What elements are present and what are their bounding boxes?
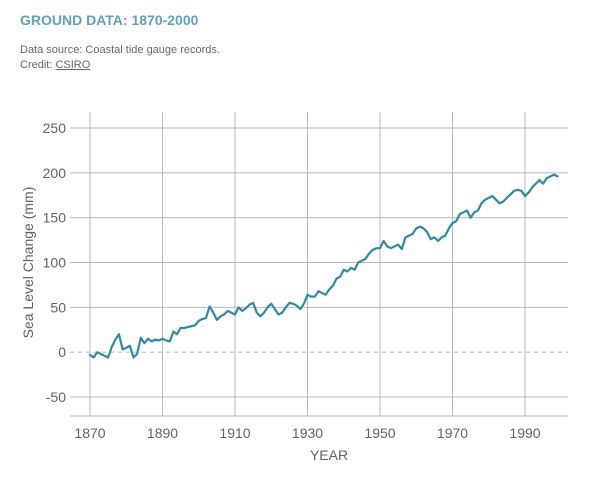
y-tick-label: 100 — [43, 255, 67, 271]
y-tick-label: -50 — [46, 389, 66, 405]
y-axis-label: Sea Level Change (mm) — [20, 187, 36, 339]
y-tick-label: 0 — [58, 344, 66, 360]
chart-title: GROUND DATA: 1870-2000 — [20, 12, 199, 28]
tick-labels: 250 200 150 100 50 0 -50 1870 1890 1910 1930 1950 19… — [43, 120, 541, 441]
data-source-note: Data source: Coastal tide gauge records. — [20, 44, 220, 56]
credit-line: Credit: CSIRO — [20, 59, 90, 71]
series — [88, 173, 559, 359]
x-tick-label: 1910 — [219, 425, 250, 441]
grid — [70, 112, 568, 417]
x-tick-label: 1890 — [147, 425, 178, 441]
x-tick-label: 1950 — [364, 425, 395, 441]
y-tick-label: 50 — [50, 299, 66, 315]
y-tick-label: 200 — [43, 165, 67, 181]
x-tick-label: 1970 — [437, 425, 468, 441]
credit-prefix: Credit: — [20, 59, 56, 71]
x-tick-label: 1930 — [292, 425, 323, 441]
x-axis-label: YEAR — [310, 447, 348, 463]
credit-link[interactable]: CSIRO — [55, 59, 91, 71]
y-tick-label: 250 — [43, 120, 67, 136]
x-tick-label: 1990 — [509, 425, 540, 441]
y-tick-label: 150 — [43, 210, 67, 226]
x-tick-label: 1870 — [74, 425, 105, 441]
series-line — [88, 173, 559, 359]
